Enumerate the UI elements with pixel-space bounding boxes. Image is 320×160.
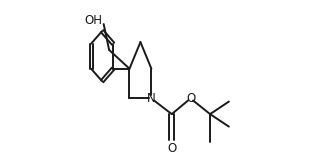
Text: N: N: [147, 92, 156, 105]
Text: O: O: [167, 142, 176, 155]
Text: OH: OH: [84, 14, 102, 27]
Text: O: O: [186, 92, 195, 105]
